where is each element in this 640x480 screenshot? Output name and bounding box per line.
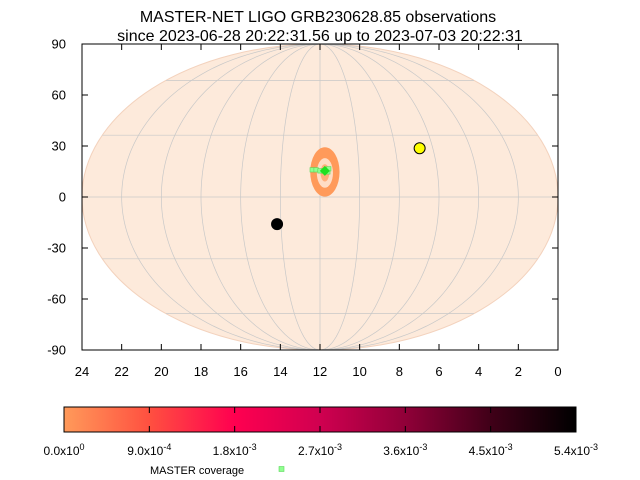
marker-point: [271, 218, 284, 231]
y-tick-label: -30: [47, 241, 66, 256]
colorbar-tick-label: 5.4x10-3: [554, 442, 598, 458]
x-tick-label: 10: [352, 364, 366, 379]
x-tick-label: 6: [435, 364, 442, 379]
marker-point: [413, 142, 426, 155]
x-tick-label: 22: [114, 364, 128, 379]
x-tick-label: 18: [194, 364, 208, 379]
y-tick-label: 30: [52, 139, 66, 154]
x-tick-label: 14: [273, 364, 287, 379]
x-tick-label: 12: [313, 364, 327, 379]
colorbar-tick-label: 9.0x10-4: [127, 442, 171, 458]
y-tick-label: 90: [52, 37, 66, 52]
plot-area: [81, 43, 559, 351]
colorbar-tick-label: 1.8x10-3: [213, 442, 257, 458]
colorbar-tick-label: 0.0x100: [43, 442, 84, 458]
y-tick-label: -60: [47, 292, 66, 307]
colorbar-tick-label: 2.7x10-3: [298, 442, 342, 458]
y-tick-label: -90: [47, 343, 66, 358]
x-tick-label: 24: [75, 364, 89, 379]
colorbar-tick-label: 3.6x10-3: [383, 442, 427, 458]
y-axis: 90 60 30 0 -30 -60 -90: [47, 37, 558, 358]
colorbar-ticks: 0.0x100 9.0x10-4 1.8x10-3 2.7x10-3 3.6x10-3 4…: [43, 407, 598, 458]
x-tick-label: 4: [475, 364, 482, 379]
x-axis: 24 22 20 18 16 14 12 10 8 6 4 2 0: [75, 44, 562, 379]
x-tick-label: 8: [396, 364, 403, 379]
x-tick-label: 2: [515, 364, 522, 379]
legend-swatch: [278, 466, 285, 472]
y-tick-label: 0: [59, 190, 66, 205]
coverage-cluster: [319, 165, 330, 176]
colorbar-tick-label: 4.5x10-3: [469, 442, 513, 458]
legend-label: MASTER coverage: [150, 465, 244, 477]
legend: MASTER coverage: [150, 465, 285, 477]
x-tick-label: 20: [154, 364, 168, 379]
chart-title-line1: MASTER-NET LIGO GRB230628.85 observation…: [140, 9, 496, 26]
y-tick-label: 60: [52, 88, 66, 103]
x-tick-label: 16: [233, 364, 247, 379]
x-tick-label: 0: [554, 364, 561, 379]
chart-title-line2: since 2023-06-28 20:22:31.56 up to 2023-…: [117, 28, 523, 45]
